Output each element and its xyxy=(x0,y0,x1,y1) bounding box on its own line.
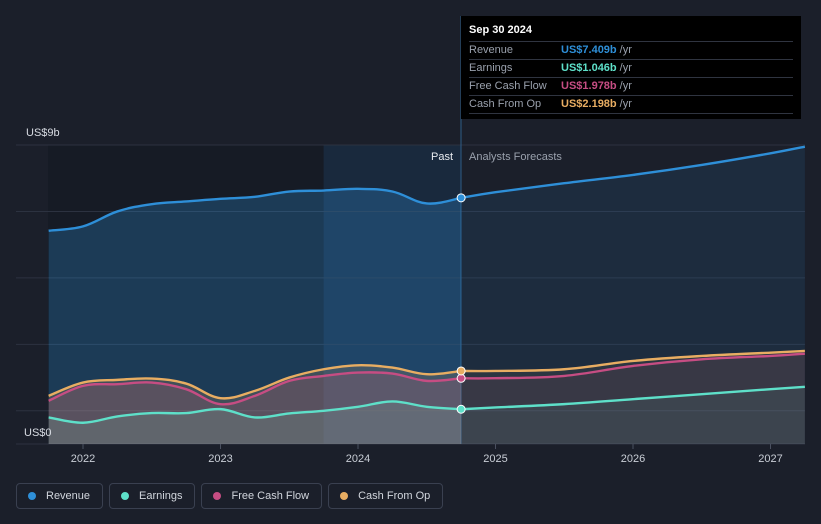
cash-from-op-past-area xyxy=(48,365,462,444)
free-cash-flow-point-marker xyxy=(456,373,466,383)
cash-from-op-past-line xyxy=(48,364,462,400)
legend-dot-icon xyxy=(121,492,130,500)
tooltip-unit: /yr xyxy=(619,80,632,92)
x-tick-label: 2023 xyxy=(208,453,232,465)
tooltip-row-free-cash-flow: Free Cash Flow US$1.978b /yr xyxy=(469,78,793,96)
chart-legend: Revenue Earnings Free Cash Flow Cash Fro… xyxy=(16,483,444,509)
tooltip-label: Revenue xyxy=(469,44,514,56)
legend-item-free-cash-flow[interactable]: Free Cash Flow xyxy=(201,483,323,509)
tooltip-unit: /yr xyxy=(619,62,632,74)
revenue-past-area xyxy=(48,188,462,444)
legend-label: Revenue xyxy=(46,490,91,502)
tooltip-value: US$1.046b xyxy=(561,62,617,74)
legend-dot-icon xyxy=(213,492,222,500)
x-tick-label: 2025 xyxy=(483,453,507,465)
revenue-past-line xyxy=(48,187,462,232)
tooltip-unit: /yr xyxy=(619,44,632,56)
legend-label: Earnings xyxy=(139,490,183,502)
y-tick-label-top: US$9b xyxy=(26,127,60,139)
x-tick-label: 2027 xyxy=(758,453,782,465)
earnings-point-marker xyxy=(456,404,466,414)
legend-item-earnings[interactable]: Earnings xyxy=(109,483,196,509)
x-tick-label: 2026 xyxy=(621,453,645,465)
x-tick-label: 2022 xyxy=(71,453,95,465)
legend-item-revenue[interactable]: Revenue xyxy=(16,483,104,509)
tooltip-row-earnings: Earnings US$1.046b /yr xyxy=(469,60,793,78)
tooltip-value: US$1.978b xyxy=(561,80,617,92)
forecast-label: Analysts Forecasts xyxy=(469,151,562,163)
legend-label: Free Cash Flow xyxy=(231,490,310,502)
x-tick-label: 2024 xyxy=(346,453,370,465)
revenue-point-marker xyxy=(456,193,466,203)
tooltip-value: US$7.409b xyxy=(561,44,617,56)
legend-dot-icon xyxy=(340,492,349,500)
cash-from-op-point-marker xyxy=(456,366,466,376)
past-label: Past xyxy=(431,151,453,163)
tooltip-panel: Sep 30 2024 Revenue US$7.409b /yr Earnin… xyxy=(461,16,801,119)
earnings-past-line xyxy=(48,400,462,424)
earnings-past-area xyxy=(48,401,462,444)
legend-dot-icon xyxy=(28,492,36,500)
tooltip-label: Earnings xyxy=(469,62,513,74)
free-cash-flow-past-area xyxy=(48,372,462,444)
tooltip-label: Cash From Op xyxy=(469,98,542,110)
tooltip-unit: /yr xyxy=(619,98,632,110)
tooltip-row-revenue: Revenue US$7.409b /yr xyxy=(469,42,793,60)
revenue-forecast-line xyxy=(460,145,806,200)
legend-item-cash-from-op[interactable]: Cash From Op xyxy=(328,483,444,509)
tooltip-value: US$2.198b xyxy=(561,98,617,110)
tooltip-row-cash-from-op: Cash From Op US$2.198b /yr xyxy=(469,96,793,114)
free-cash-flow-forecast-line xyxy=(461,352,805,380)
tooltip-label: Free Cash Flow xyxy=(469,80,547,92)
earnings-forecast-area xyxy=(461,386,805,444)
tooltip-date: Sep 30 2024 xyxy=(469,24,793,42)
legend-label: Cash From Op xyxy=(358,490,431,502)
y-tick-label-bottom: US$0 xyxy=(24,427,52,439)
cash-from-op-forecast-line xyxy=(461,349,805,373)
cash-from-op-forecast-area xyxy=(461,350,805,444)
financials-chart: US$9b US$0 Past Analysts Forecasts 2022 2023 2… xyxy=(16,16,806,465)
earnings-forecast-line xyxy=(461,385,805,411)
free-cash-flow-past-line xyxy=(48,371,462,406)
past-highlight-region xyxy=(323,145,461,444)
